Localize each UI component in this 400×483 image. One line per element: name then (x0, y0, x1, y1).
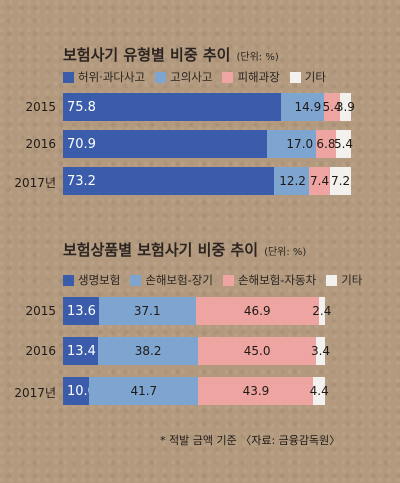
bar-segment: 5.4 (334, 130, 353, 158)
bar-segment: 10.0 (63, 377, 96, 405)
stacked-bar: 70.9 17.0 6.8 5.4 (63, 130, 353, 158)
legend-item: 생명보험 (63, 272, 120, 288)
legend-label: 허위·과다사고 (78, 70, 146, 84)
bar-segment: 13.6 (63, 297, 99, 325)
chart-title: 보험사기 유형별 비중 추이 (단위: %) (63, 46, 279, 64)
bar-segment: 7.2 (330, 167, 351, 195)
bar-segment: 38.2 (98, 337, 199, 365)
legend-swatch (222, 71, 234, 83)
legend-item: 기타 (289, 69, 326, 85)
footnote: * 적발 금액 기준 〈자료: 금융감독원〉 (160, 434, 341, 447)
bar-segment: 5.4 (322, 93, 342, 121)
bar-segment: 70.9 (63, 130, 268, 158)
bar-segment: 4.4 (310, 377, 329, 405)
bar-segment: 3.4 (311, 337, 330, 365)
legend-item: 손해보험-자동차 (222, 272, 317, 288)
year-label: 2017년 (14, 176, 56, 190)
legend-item: 피해과장 (222, 69, 280, 85)
legend-label: 손해보험-장기 (145, 273, 213, 287)
year-label: 2015 (25, 100, 56, 114)
bar-segment: 75.8 (63, 93, 282, 121)
legend-label: 기타 (304, 70, 326, 84)
legend-swatch (155, 71, 167, 83)
legend-item: 고의사고 (155, 69, 212, 85)
bar-segment: 7.4 (308, 167, 331, 195)
legend-label: 생명보험 (78, 273, 121, 287)
year-label: 2016 (25, 137, 56, 151)
stacked-bar: 13.6 37.1 46.9 2.4 (63, 297, 331, 325)
bar-segment: 46.9 (195, 297, 319, 325)
legend-label: 고의사고 (170, 70, 213, 84)
year-label: 2016 (25, 344, 56, 358)
legend-swatch (289, 71, 301, 83)
legend-item: 허위·과다사고 (63, 69, 145, 85)
bar-segment: 43.9 (198, 377, 314, 405)
bar-segment: 12.2 (273, 167, 309, 195)
bar-segment: 17.0 (267, 130, 317, 158)
legend-label: 피해과장 (237, 70, 280, 84)
stacked-bar: 13.4 38.2 45.0 3.4 (63, 337, 330, 365)
bar-segment: 6.8 (316, 130, 336, 158)
year-label: 2015 (25, 304, 56, 318)
bar-segment: 37.1 (98, 297, 196, 325)
bar-segment: 73.2 (63, 167, 274, 195)
chart-legend: 허위·과다사고 고의사고 피해과장 기타 (63, 69, 336, 85)
stacked-bar: 75.8 14.9 5.4 3.9 (63, 93, 355, 121)
bar-segment: 2.4 (312, 297, 331, 325)
stacked-bar: 10.0 41.7 43.9 4.4 (63, 377, 329, 405)
legend-item: 손해보험-장기 (130, 272, 213, 288)
legend-label: 기타 (341, 273, 363, 287)
chart-unit: (단위: %) (264, 247, 307, 258)
legend-swatch (63, 71, 74, 83)
bar-segment: 41.7 (89, 377, 199, 405)
legend-swatch (326, 274, 338, 286)
bar-segment: 14.9 (281, 93, 325, 121)
legend-swatch (130, 274, 142, 286)
bar-segment: 13.4 (63, 337, 99, 365)
stacked-bar: 73.2 12.2 7.4 7.2 (63, 167, 351, 195)
year-label: 2017년 (14, 386, 56, 400)
legend-swatch (222, 274, 234, 286)
legend-item: 기타 (326, 272, 362, 288)
chart-title: 보험상품별 보험사기 비중 추이 (단위: %) (63, 241, 307, 259)
chart-unit: (단위: %) (236, 52, 279, 63)
bar-segment: 3.9 (336, 93, 355, 121)
bar-segment: 45.0 (198, 337, 317, 365)
legend-swatch (63, 274, 74, 286)
chart-legend: 생명보험 손해보험-장기 손해보험-자동차 기타 (63, 272, 372, 288)
legend-label: 손해보험-자동차 (237, 273, 317, 287)
